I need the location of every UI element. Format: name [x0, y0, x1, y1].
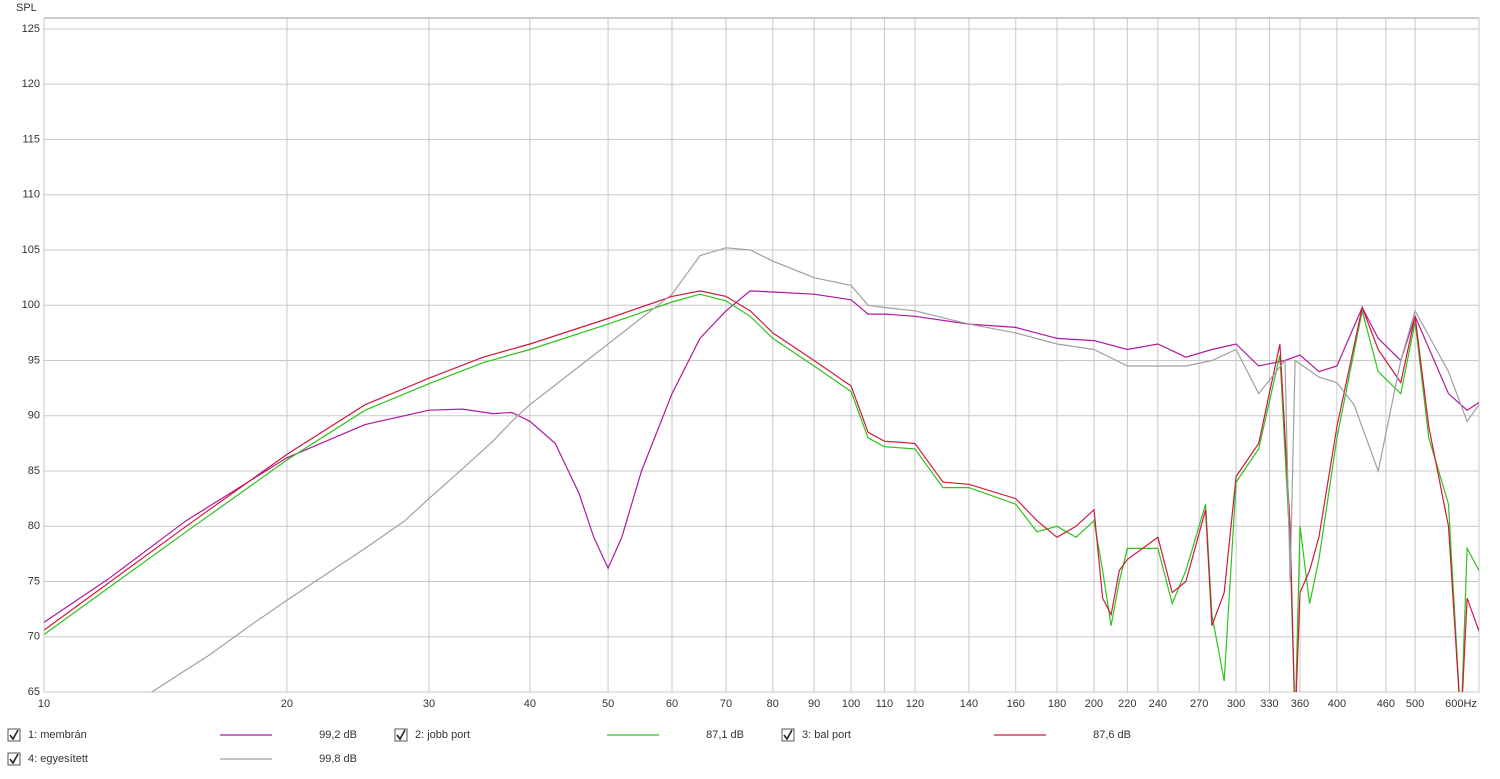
x-tick-label: 600Hz [1445, 698, 1477, 710]
legend-check [9, 753, 19, 765]
x-tick-label: 50 [602, 698, 614, 710]
y-tick-label: 100 [22, 299, 40, 311]
legend-name: 4: egyesített [28, 753, 88, 765]
x-tick-label: 90 [808, 698, 820, 710]
y-axis-label: SPL [16, 2, 37, 14]
x-tick-label: 240 [1149, 698, 1167, 710]
y-tick-label: 120 [22, 78, 40, 90]
x-tick-label: 20 [281, 698, 293, 710]
plot-area [43, 17, 1480, 693]
x-tick-label: 460 [1377, 698, 1395, 710]
series-line [151, 247, 1479, 692]
y-tick-label: 85 [28, 465, 40, 477]
x-tick-label: 110 [876, 698, 894, 710]
x-tick-label: 360 [1291, 698, 1309, 710]
legend-check [9, 729, 19, 741]
y-tick-label: 125 [22, 23, 40, 35]
legend-readout: 99,2 dB [319, 729, 357, 741]
x-tick-label: 30 [423, 698, 435, 710]
x-tick-label: 140 [960, 698, 978, 710]
x-tick-label: 10 [38, 698, 50, 710]
legend-name: 3: bal port [802, 729, 851, 741]
x-tick-label: 40 [524, 698, 536, 710]
legend-readout: 99,8 dB [319, 753, 357, 765]
x-tick-label: 80 [767, 698, 779, 710]
x-tick-label: 400 [1328, 698, 1346, 710]
x-tick-label: 60 [666, 698, 678, 710]
y-tick-label: 115 [22, 133, 40, 145]
legend-check [396, 729, 406, 741]
x-tick-label: 70 [720, 698, 732, 710]
series-line [44, 290, 1479, 692]
y-tick-label: 110 [22, 189, 40, 201]
y-tick-label: 90 [28, 410, 40, 422]
legend-readout: 87,1 dB [706, 729, 744, 741]
x-tick-label: 270 [1190, 698, 1208, 710]
series-line [44, 293, 1479, 692]
x-tick-label: 330 [1260, 698, 1278, 710]
legend-check [783, 729, 793, 741]
y-tick-label: 75 [28, 575, 40, 587]
x-tick-label: 160 [1007, 698, 1025, 710]
series-line [44, 290, 1479, 623]
x-tick-label: 200 [1085, 698, 1103, 710]
legend-name: 2: jobb port [415, 729, 470, 741]
y-tick-label: 65 [28, 686, 40, 698]
x-tick-label: 120 [906, 698, 924, 710]
x-tick-label: 180 [1048, 698, 1066, 710]
x-tick-label: 100 [842, 698, 860, 710]
y-tick-label: 105 [22, 244, 40, 256]
x-tick-label: 300 [1227, 698, 1245, 710]
legend-readout: 87,6 dB [1093, 729, 1131, 741]
y-tick-label: 70 [28, 631, 40, 643]
y-tick-label: 80 [28, 520, 40, 532]
x-tick-label: 220 [1118, 698, 1136, 710]
y-tick-label: 95 [28, 354, 40, 366]
x-tick-label: 500 [1406, 698, 1424, 710]
legend-name: 1: membrán [28, 729, 87, 741]
